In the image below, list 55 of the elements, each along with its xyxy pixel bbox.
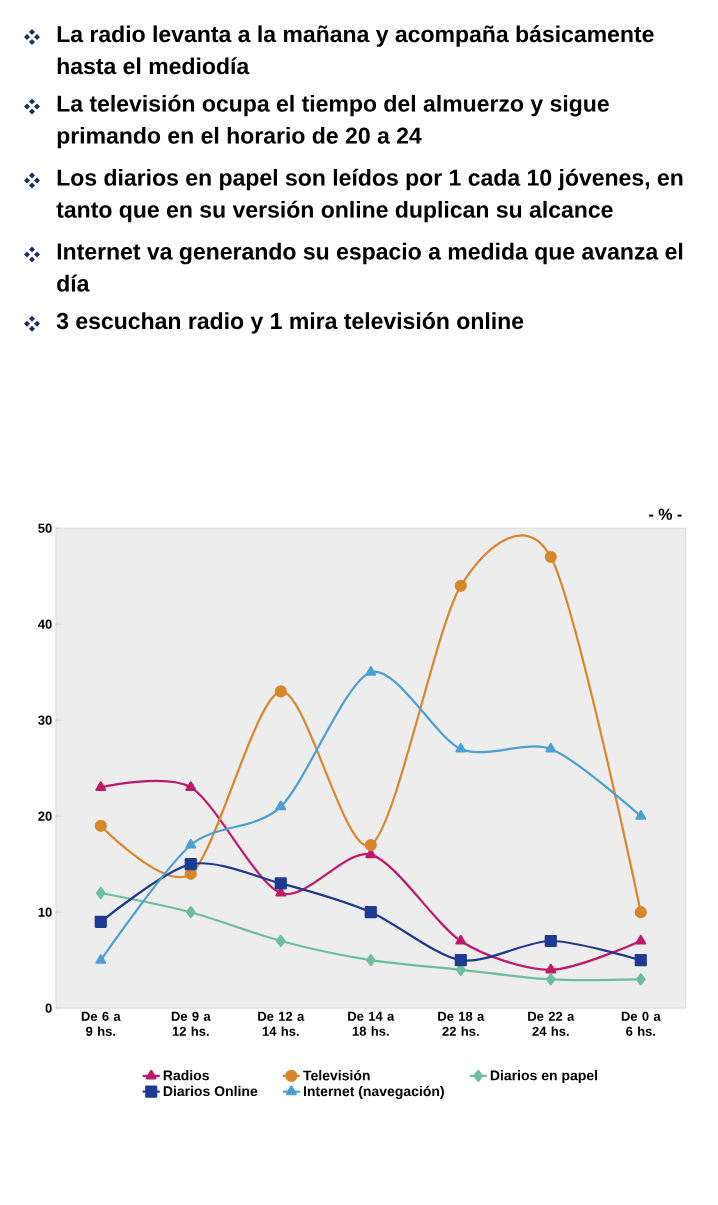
point	[95, 954, 107, 964]
y-tick-label: 20	[38, 811, 52, 821]
point	[185, 838, 197, 849]
point	[95, 886, 106, 900]
point	[545, 742, 557, 753]
point	[185, 906, 196, 919]
point	[95, 781, 107, 791]
point	[635, 973, 646, 986]
text: Internet va generando su espacio a medida que avanza el día	[57, 242, 683, 292]
point	[275, 800, 287, 811]
x-tick-label: De 18 a 22 hs.	[438, 1011, 485, 1036]
point	[364, 838, 377, 852]
point	[274, 877, 287, 890]
x-tick-label: De 6 a 9 hs.	[81, 1011, 121, 1036]
point	[184, 858, 197, 871]
point	[544, 550, 557, 564]
y-tick-label: 10	[38, 907, 52, 917]
y-tick-label: 50	[38, 523, 52, 533]
point	[545, 963, 557, 974]
text: La radio levanta a la mañana y acompaña básicamente hasta el mediodía	[57, 25, 654, 75]
point	[635, 810, 647, 820]
point	[454, 579, 467, 592]
point	[275, 934, 286, 948]
text: La televisión ocupa el tiempo del almuerzo y sigue primando en el horario de 20 a 24	[57, 94, 609, 149]
x-tick-label: De 9 a 12 hs.	[171, 1011, 211, 1036]
y-tick-label: 30	[38, 715, 52, 725]
point	[634, 954, 647, 967]
legend-label: Televisión	[303, 1069, 370, 1081]
point	[455, 742, 467, 753]
point	[94, 819, 107, 832]
point	[185, 781, 197, 791]
point	[454, 954, 467, 967]
y-tick-label: 0	[45, 1003, 52, 1013]
legend-label: Radios	[163, 1070, 209, 1081]
text: Los diarios en papel son leídos por 1 cada 10 jóvenes, en tanto que en su versión online duplican su alcance	[56, 168, 683, 223]
text: 3 escuchan radio y 1 mira televisión online	[56, 312, 524, 334]
point	[545, 973, 556, 986]
point	[94, 915, 107, 928]
legend-label: Diarios Online	[163, 1085, 258, 1097]
x-tick-label: De 0 a 6 hs.	[621, 1011, 661, 1036]
y-tick-label: 40	[38, 619, 52, 629]
point	[544, 934, 557, 948]
point	[365, 954, 376, 967]
point	[634, 906, 647, 919]
legend-label: Internet (navegación)	[303, 1085, 444, 1099]
x-tick-label: De 14 a 18 hs.	[348, 1011, 395, 1036]
point	[274, 685, 287, 698]
point	[365, 666, 377, 676]
x-tick-label: De 12 a 14 hs.	[258, 1011, 305, 1036]
x-tick-label: De 22 a 24 hs.	[528, 1011, 575, 1036]
y-axis-title: - % -	[649, 508, 682, 520]
point	[635, 934, 647, 945]
point	[455, 934, 467, 945]
legend-label: Diarios en papel	[490, 1070, 598, 1084]
point	[364, 906, 377, 919]
